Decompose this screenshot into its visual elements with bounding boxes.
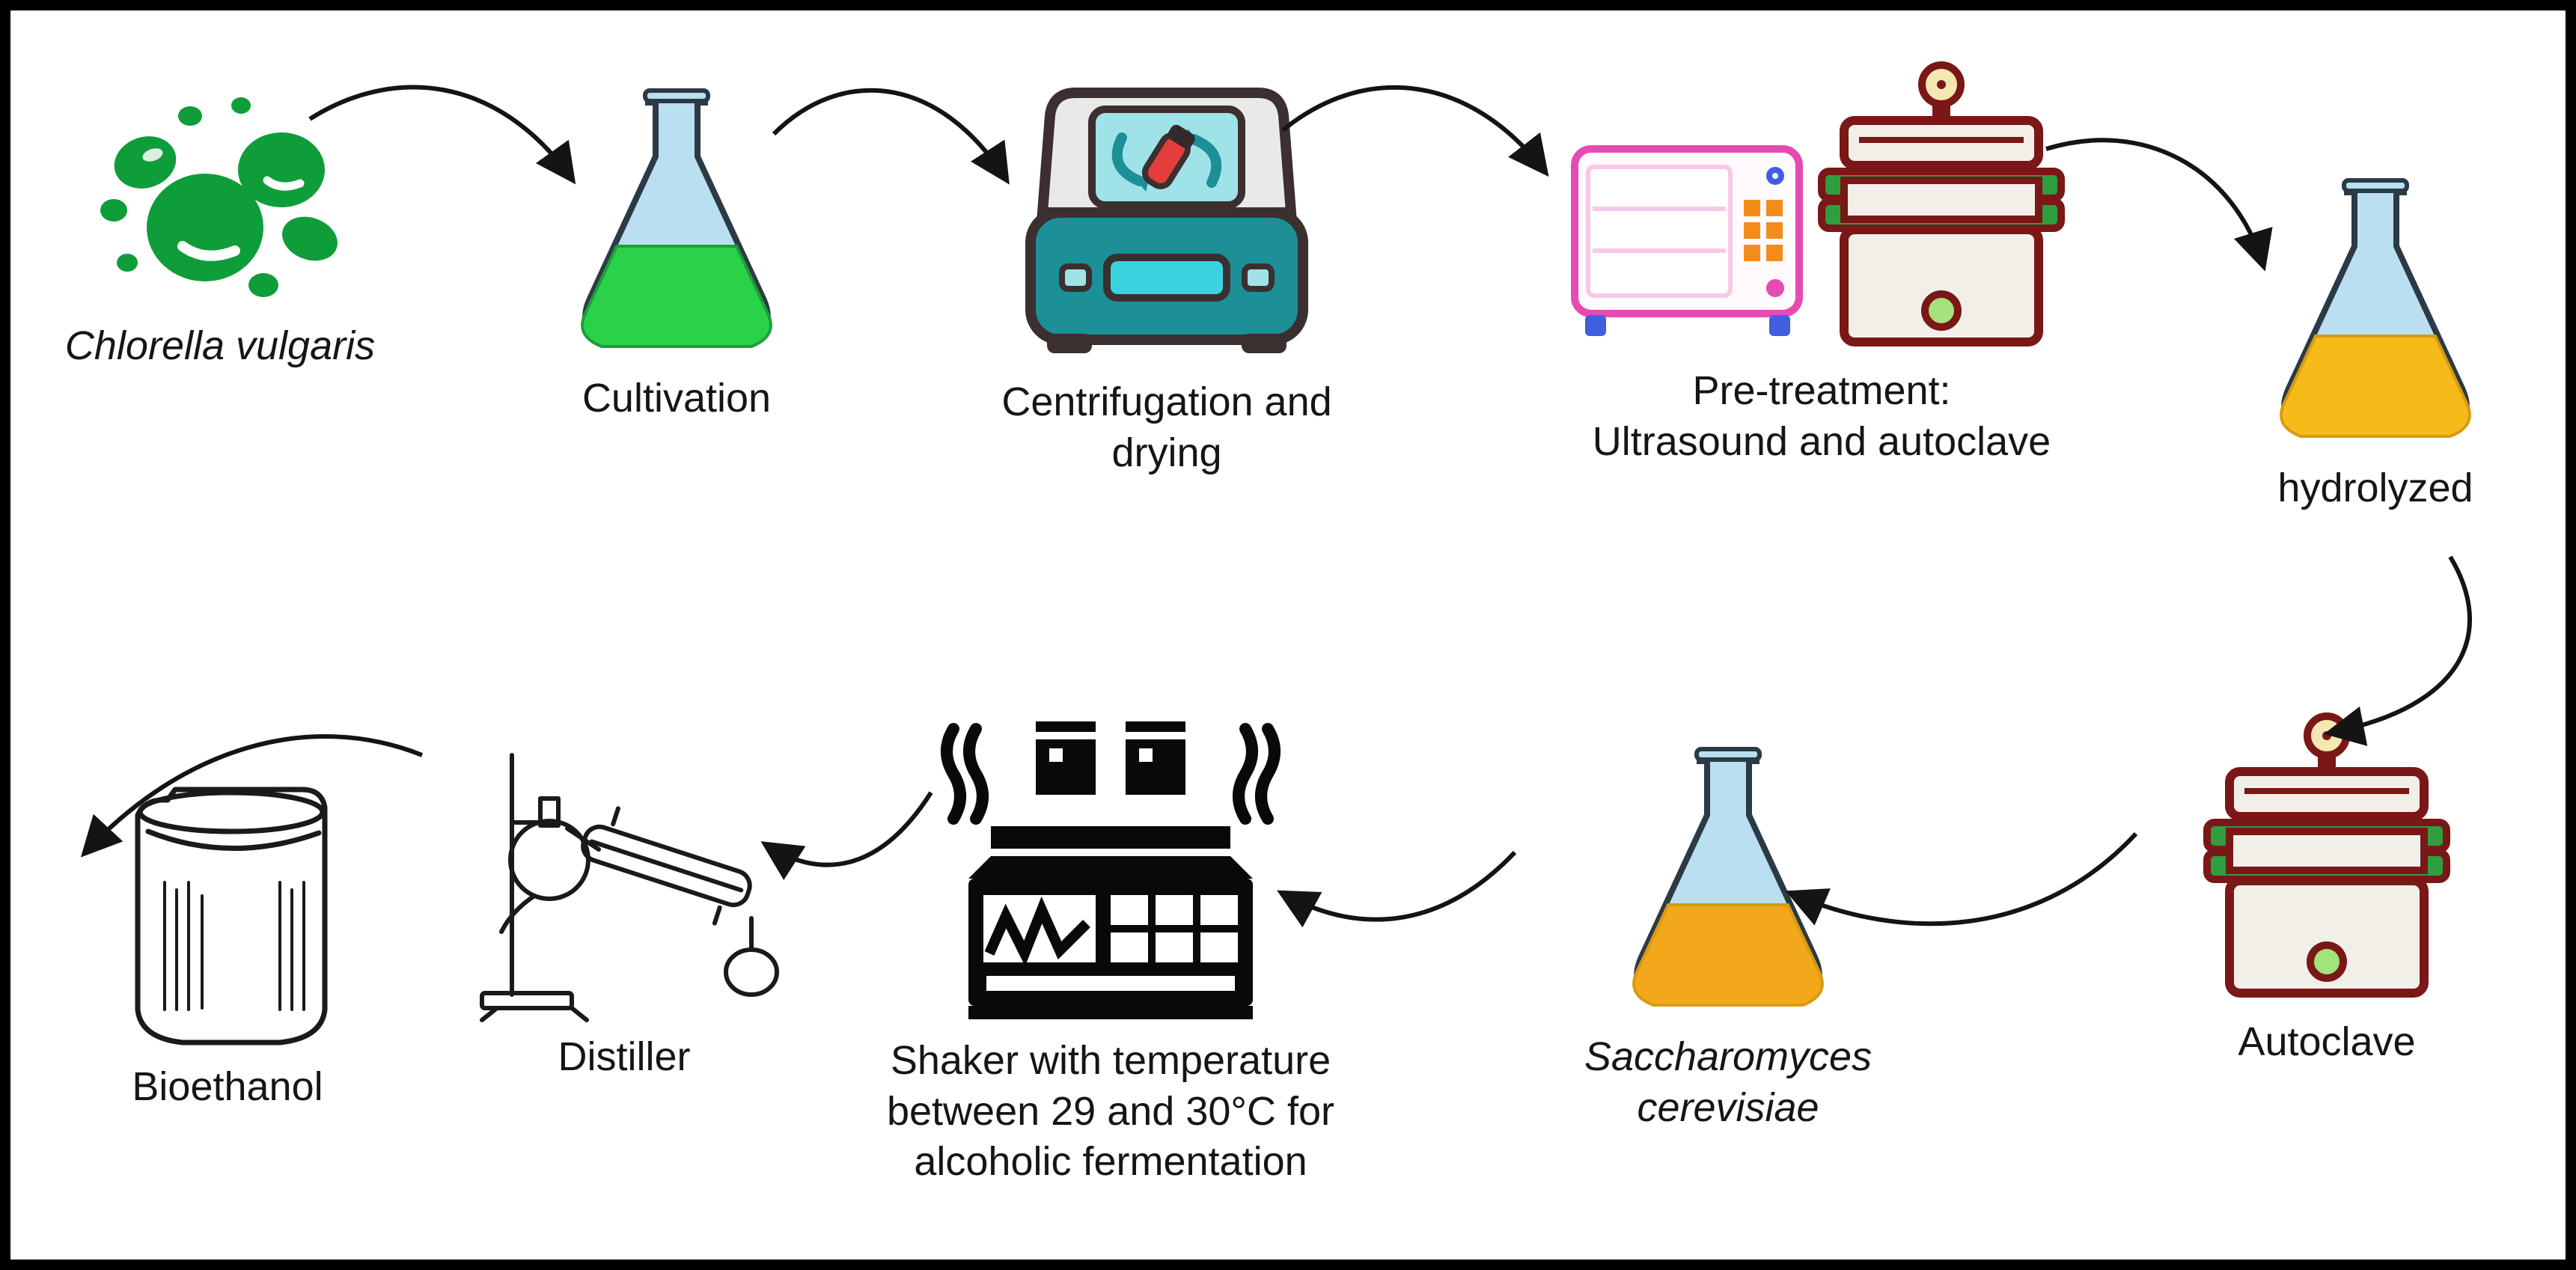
autoclave-icon — [2170, 710, 2484, 1010]
step-shaker-label: Shaker with temperature between 29 and 3… — [887, 1036, 1334, 1188]
step-centrifuge-label: Centrifugation and drying — [1001, 377, 1331, 478]
step-autoclave-label: Autoclave — [2238, 1017, 2415, 1068]
step-yeast-label: Saccharomyces cerevisiae — [1496, 1032, 1960, 1133]
pretreatment-icon — [1560, 59, 2084, 358]
step-pretreatment-label: Pre-treatment: Ultrasound and autoclave — [1593, 366, 2051, 467]
step-distiller-label: Distiller — [558, 1032, 690, 1083]
arrow-3 — [1275, 89, 1552, 209]
arrow-4 — [2039, 138, 2278, 280]
arrow-6 — [1784, 819, 2143, 968]
arrow-7 — [1275, 841, 1522, 968]
arrow-2 — [766, 89, 1013, 209]
arrow-9 — [78, 733, 430, 875]
step-autoclave: Autoclave — [2147, 710, 2506, 1068]
arrow-8 — [759, 785, 938, 912]
step-hydrolyzed-label: hydrolyzed — [2277, 463, 2473, 514]
step-cultivation: Cultivation — [549, 82, 804, 424]
step-chlorella-label: Chlorella vulgaris — [65, 321, 375, 372]
step-pretreatment: Pre-treatment: Ultrasound and autoclave — [1522, 59, 2121, 467]
arrow-5 — [2301, 549, 2495, 744]
shaker-icon — [924, 706, 1298, 1028]
diagram-frame: Chlorella vulgaris Cultivation — [0, 0, 2576, 1270]
step-bioethanol-label: Bioethanol — [132, 1062, 323, 1113]
step-cultivation-label: Cultivation — [582, 373, 771, 424]
flask-cultivation-icon — [564, 82, 789, 366]
flask-hydrolyzed-icon — [2263, 171, 2488, 456]
step-hydrolyzed: hydrolyzed — [2241, 171, 2510, 514]
arrow-1 — [302, 89, 579, 209]
